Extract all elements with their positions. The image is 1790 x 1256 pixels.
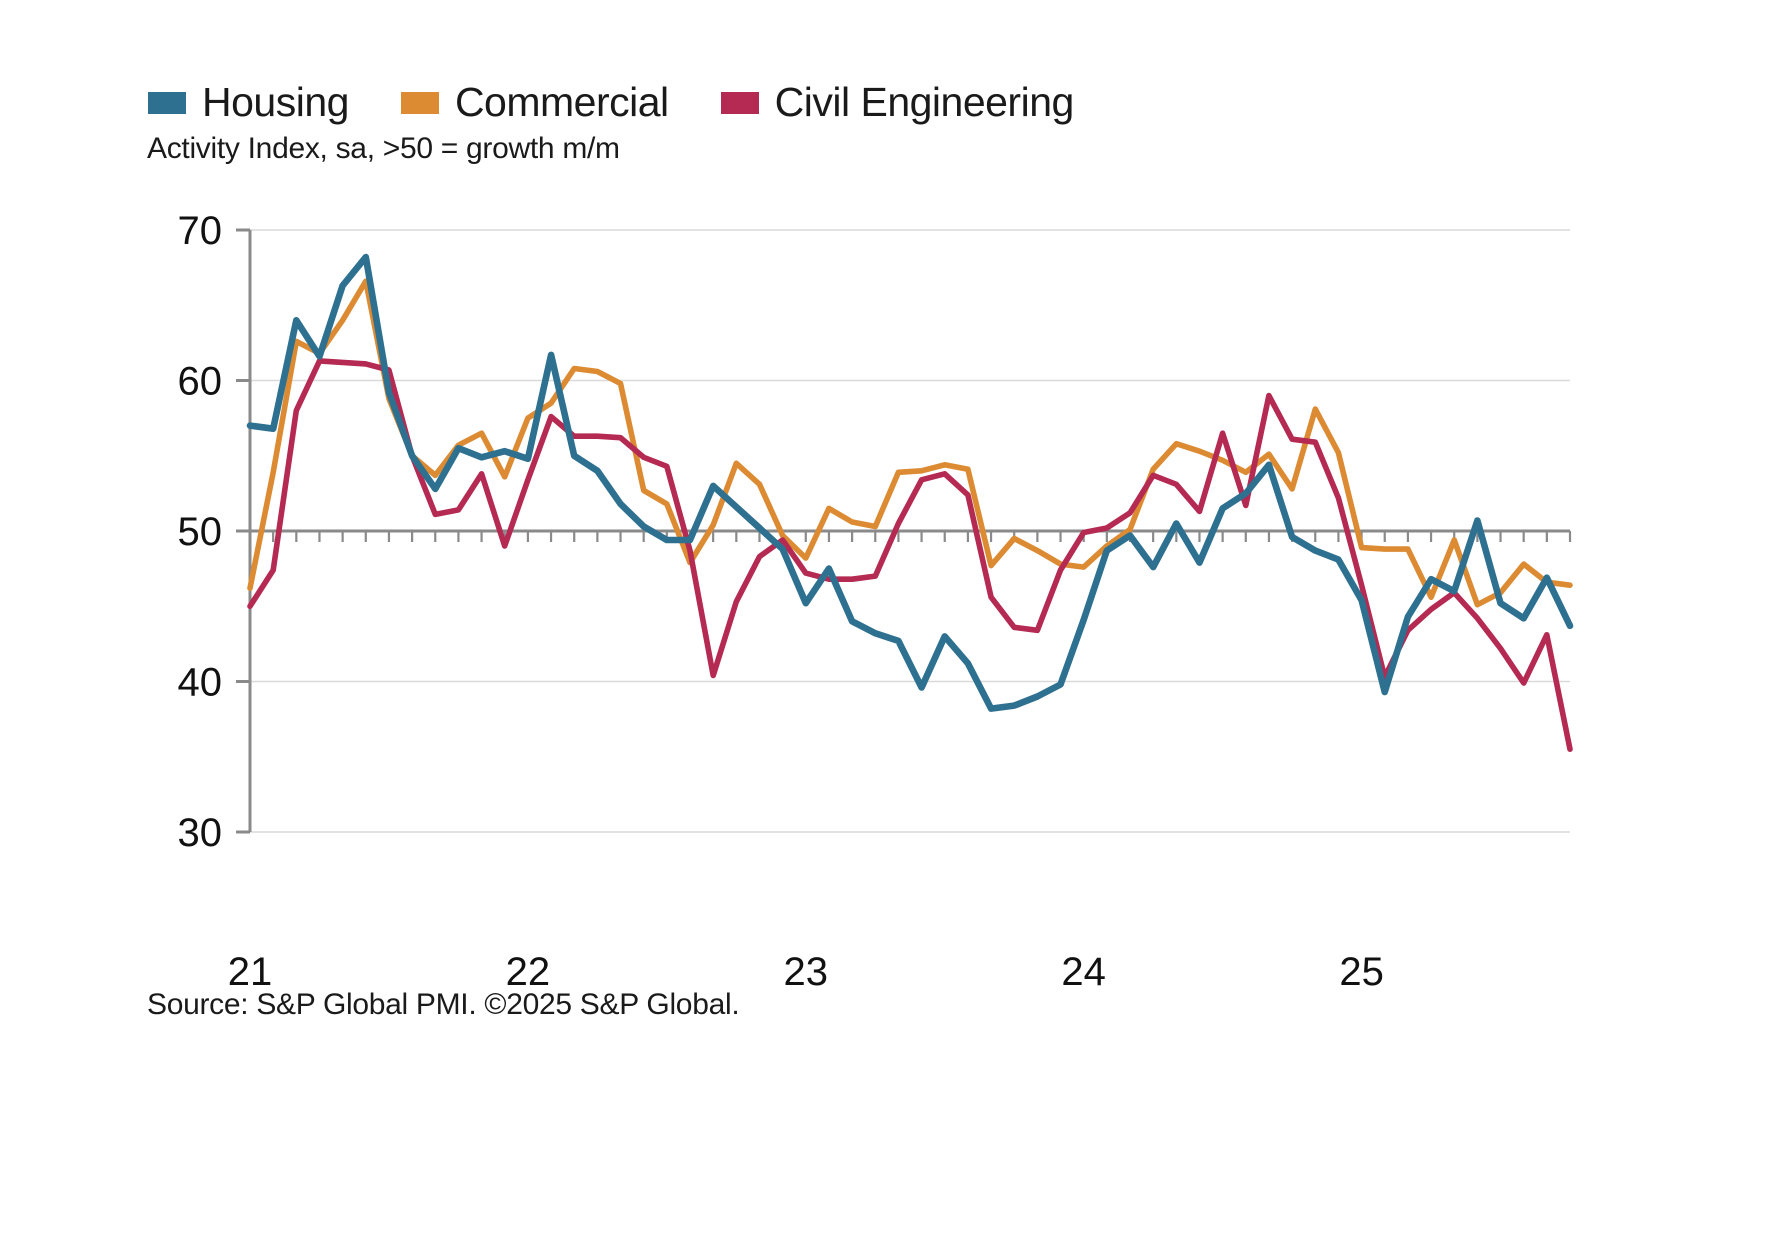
chart-legend: Housing Commercial Civil Engineering — [148, 82, 1074, 123]
civil-engineering-swatch-icon — [720, 91, 759, 114]
housing-swatch-icon — [148, 91, 186, 114]
series-line-housing — [246, 253, 1574, 712]
source-note: Source: S&P Global PMI. ©2025 S&P Global… — [147, 988, 740, 1021]
x-year-label-23: 23 — [784, 950, 829, 994]
series-line-commercial — [247, 278, 1573, 608]
legend-item-housing: Housing — [148, 82, 349, 123]
legend-item-civil-engineering: Civil Engineering — [720, 79, 1075, 125]
series-line-civil-engineering — [247, 358, 1573, 753]
y-tick-label-30: 30 — [178, 811, 223, 855]
x-year-label-22: 22 — [506, 950, 551, 994]
y-tick-label-40: 40 — [178, 661, 223, 705]
y-tick-label-50: 50 — [178, 510, 223, 554]
commercial-swatch-icon — [400, 91, 439, 114]
chart-subtitle: Activity Index, sa, >50 = growth m/m — [147, 132, 620, 165]
legend-item-commercial: Commercial — [400, 79, 669, 125]
legend-label-civil-engineering: Civil Engineering — [774, 79, 1075, 125]
legend-label-commercial: Commercial — [454, 79, 669, 125]
x-year-label-25: 25 — [1339, 950, 1384, 994]
x-year-label-21: 21 — [228, 950, 273, 994]
y-tick-label-60: 60 — [178, 360, 223, 404]
legend-label-housing: Housing — [202, 79, 349, 125]
x-year-label-24: 24 — [1061, 950, 1106, 994]
y-tick-label-70: 70 — [178, 209, 223, 253]
